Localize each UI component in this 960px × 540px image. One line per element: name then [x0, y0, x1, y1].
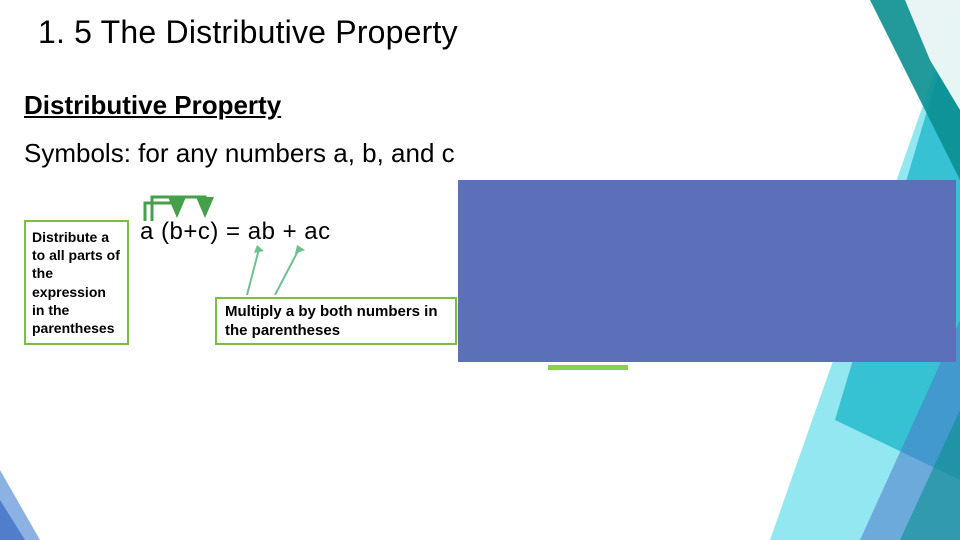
green-underline	[548, 365, 628, 371]
equation: a (b+c) = ab + ac	[140, 218, 331, 246]
section-heading: Distributive Property	[24, 90, 281, 121]
multiply-arrows	[227, 245, 307, 295]
left-annotation: Distribute a to all parts of the express…	[24, 220, 129, 345]
right-annotation: Multiply a by both numbers in the parent…	[215, 297, 457, 345]
symbols-line: Symbols: for any numbers a, b, and c	[24, 138, 455, 169]
blue-cover-rect	[458, 180, 956, 362]
slide: 1. 5 The Distributive Property Distribut…	[0, 0, 960, 540]
page-title: 1. 5 The Distributive Property	[38, 14, 458, 51]
